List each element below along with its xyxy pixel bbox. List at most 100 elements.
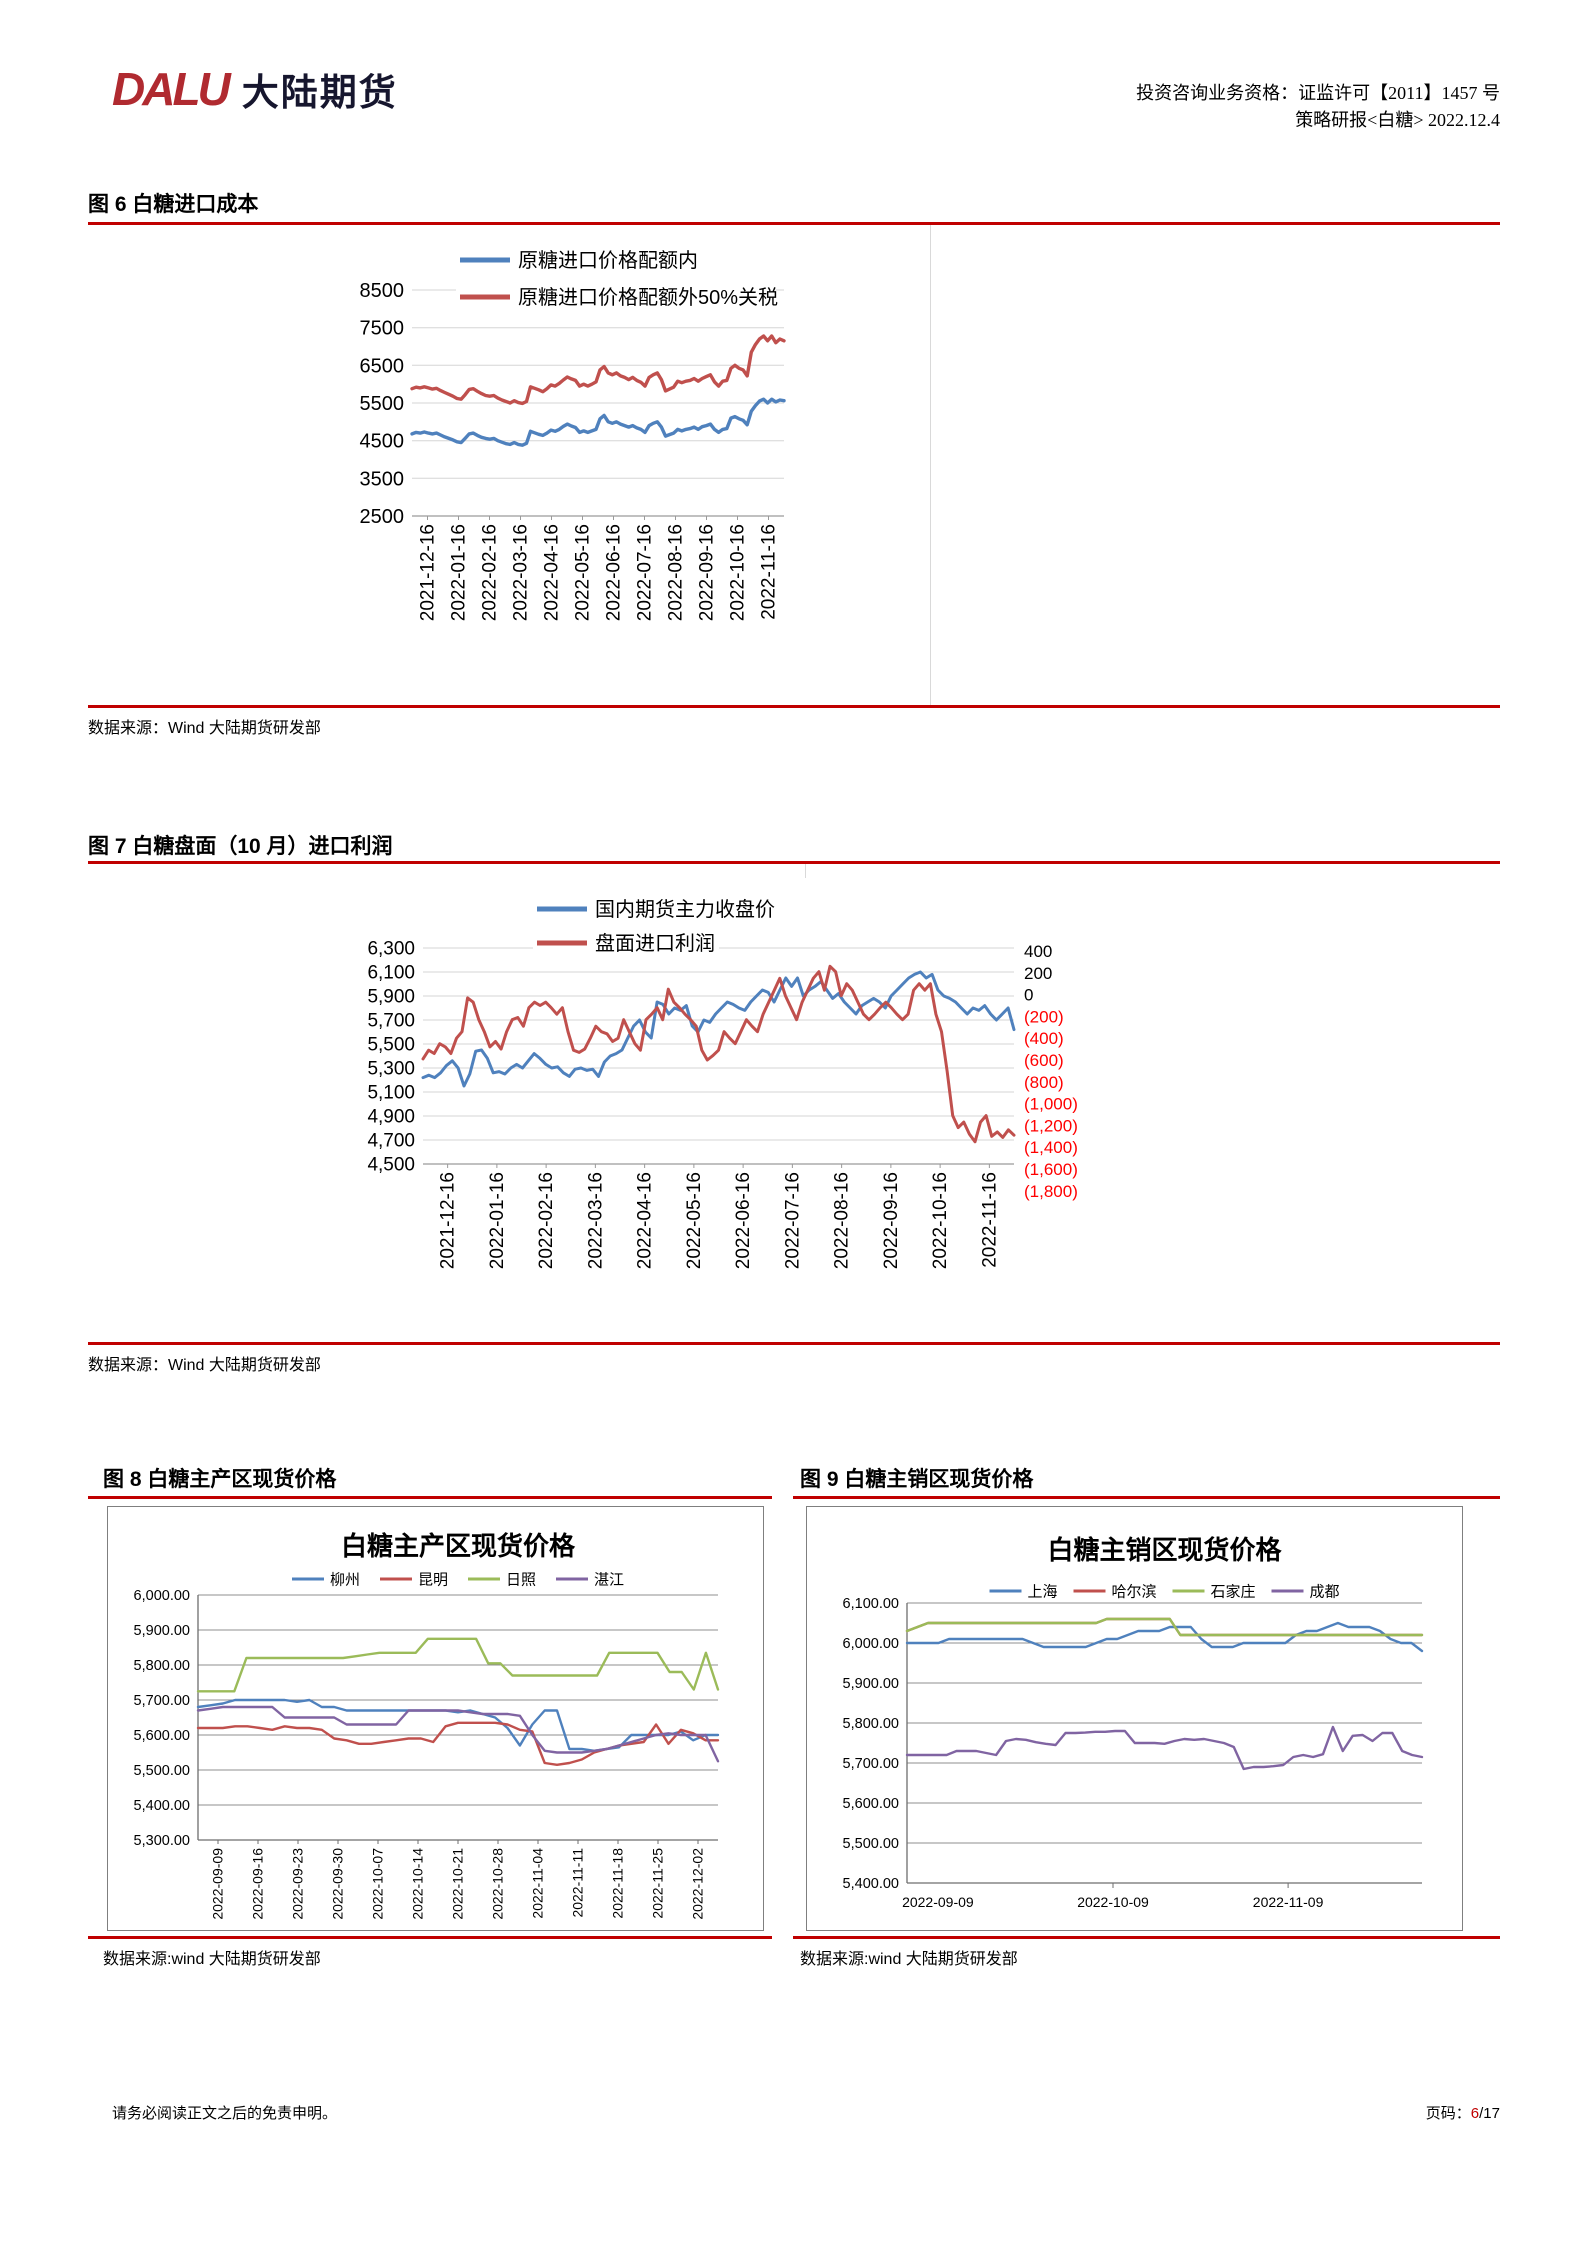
x-axis-tick-label: 2022-09-30 — [329, 1848, 345, 1920]
right-axis-tick-label: (800) — [1024, 1073, 1064, 1092]
chart-series-line — [421, 964, 1016, 1144]
y-axis-tick-label: 6,000.00 — [134, 1588, 190, 1604]
y-axis-tick-label: 4,500 — [367, 1155, 415, 1176]
right-axis-tick-label: (1,000) — [1024, 1095, 1078, 1114]
footer-disclaimer: 请务必阅读正文之后的免责申明。 — [112, 2105, 338, 2122]
x-axis-tick-label: 2022-06-16 — [733, 1172, 754, 1269]
right-axis-tick-label: 0 — [1024, 986, 1033, 1005]
rule-under-fig9-title — [793, 1496, 1500, 1499]
figure7-chart: 6,300 6,100 5,900 5,700 5,500 5,300 5,100 4,900… — [367, 894, 1078, 1269]
y-axis-tick-label: 5,400.00 — [843, 1876, 899, 1892]
y-axis-tick-label: 5,700.00 — [843, 1756, 899, 1772]
y-axis-tick-label: 5,300 — [367, 1059, 415, 1080]
chart-series-line — [196, 1721, 720, 1766]
y-axis-tick-label: 4500 — [360, 431, 405, 453]
right-axis-tick-label: (200) — [1024, 1007, 1064, 1026]
rule-under-fig7-title — [88, 861, 1500, 864]
company-name: 大陆期货 — [241, 72, 398, 113]
right-axis-tick-label: (1,600) — [1024, 1160, 1078, 1179]
page-number-current: 6 — [1470, 2105, 1480, 2122]
y-axis-tick-label: 5,700.00 — [134, 1693, 190, 1709]
x-axis-tick-label: 2022-11-11 — [569, 1848, 585, 1918]
right-axis-tick-label: 400 — [1024, 942, 1052, 961]
page-header-logo: DALU 大陆期货 — [112, 62, 398, 116]
x-axis-tick-label: 2022-10-14 — [409, 1848, 425, 1920]
y-axis-tick-label: 4,900 — [367, 1107, 415, 1128]
rule-under-fig7-chart — [88, 1342, 1500, 1345]
table-divider-fig6 — [930, 225, 931, 705]
y-axis-tick-label: 5,700 — [367, 1011, 415, 1032]
chart-series-line — [196, 1705, 720, 1763]
figure6-source: 数据来源：Wind 大陆期货研发部 — [88, 720, 321, 737]
right-axis-tick-label: (1,400) — [1024, 1138, 1078, 1157]
x-axis-tick-label: 2022-02-16 — [480, 524, 501, 621]
x-axis-tick-label: 2022-05-16 — [684, 1172, 705, 1269]
legend-item-label: 昆明 — [418, 1571, 448, 1588]
figure7-source: 数据来源：Wind 大陆期货研发部 — [88, 1357, 321, 1374]
x-axis-tick-label: 2022-11-04 — [529, 1848, 545, 1919]
report-info-line: 策略研报<白糖> 2022.12.4 — [1295, 110, 1500, 130]
x-axis-tick-label: 2022-08-16 — [832, 1172, 853, 1269]
y-axis-tick-label: 5,800.00 — [843, 1716, 899, 1732]
y-axis-tick-label: 5,100 — [367, 1083, 415, 1104]
page-number-label: 页码： — [1425, 2105, 1471, 2122]
y-axis-tick-label: 7500 — [360, 318, 405, 340]
y-axis-tick-label: 5,900.00 — [843, 1676, 899, 1692]
y-axis-tick-label: 5,500 — [367, 1035, 415, 1056]
x-axis-tick-label: 2022-12-02 — [689, 1848, 705, 1920]
legend-item-label: 哈尔滨 — [1112, 1583, 1157, 1600]
x-axis-tick-label: 2022-11-18 — [609, 1848, 625, 1919]
figure8-source: 数据来源:wind 大陆期货研发部 — [103, 1951, 321, 1968]
legend-item-label: 成都 — [1310, 1583, 1340, 1600]
y-axis-tick-label: 5,300.00 — [134, 1833, 190, 1849]
x-axis-tick-label: 2022-09-16 — [697, 524, 718, 621]
figure7-title: 图 7 白糖盘面（10 月）进口利润 — [88, 835, 393, 858]
legend-item-label: 原糖进口价格配额内 — [518, 249, 698, 272]
x-axis-tick-label: 2022-08-16 — [666, 524, 687, 621]
figure8-chart: 白糖主产区现货价格 6,000.00 5,900.00 5,800.00 5,700.0… — [134, 1531, 720, 1920]
figure8-title: 图 8 白糖主产区现货价格 — [103, 1468, 337, 1491]
legend-item-label: 湛江 — [594, 1571, 624, 1588]
x-axis-tick-label: 2022-07-16 — [782, 1172, 803, 1269]
legend-bg — [985, 1579, 1344, 1603]
y-axis-tick-label: 5500 — [360, 393, 405, 415]
chart-series-line — [196, 1698, 720, 1753]
x-axis-tick-label: 2022-03-16 — [511, 524, 532, 621]
figure9-title: 图 9 白糖主销区现货价格 — [800, 1468, 1034, 1491]
right-axis-tick-label: (400) — [1024, 1029, 1064, 1048]
chart-inner-title: 白糖主产区现货价格 — [341, 1531, 576, 1561]
y-axis-tick-label: 3500 — [360, 468, 405, 490]
legend-item-label: 日照 — [506, 1571, 536, 1588]
x-axis-tick-label: 2022-10-16 — [728, 524, 749, 621]
y-axis-tick-label: 5,400.00 — [134, 1798, 190, 1814]
rule-under-fig6-title — [88, 222, 1500, 225]
x-axis-tick-label: 2022-01-16 — [487, 1172, 508, 1269]
y-axis-tick-label: 5,900 — [367, 987, 415, 1008]
rule-under-fig9-chart — [793, 1936, 1500, 1939]
chart-series-line — [196, 1637, 720, 1693]
chart-series-line — [905, 1621, 1424, 1653]
x-axis-tick-label: 2022-11-16 — [979, 1172, 1000, 1268]
chart-series-line — [410, 397, 786, 447]
x-axis-tick-label: 2022-03-16 — [585, 1172, 606, 1269]
table-divider-fig7 — [805, 864, 806, 878]
y-axis-tick-label: 4,700 — [367, 1131, 415, 1152]
right-axis-tick-label: 200 — [1024, 964, 1052, 983]
x-axis-tick-label: 2021-12-16 — [418, 524, 439, 621]
right-axis-tick-label: (600) — [1024, 1051, 1064, 1070]
chart-series-line — [410, 334, 786, 406]
right-axis-tick-label: (1,800) — [1024, 1182, 1078, 1201]
legend-item-label: 上海 — [1028, 1583, 1058, 1600]
figure9-source: 数据来源:wind 大陆期货研发部 — [800, 1951, 1018, 1968]
x-axis-tick-label: 2022-04-16 — [542, 524, 563, 621]
y-axis-tick-label: 5,500.00 — [843, 1836, 899, 1852]
figure6-chart: 8500 7500 6500 5500 4500 3500 2500 2021-12-16 20… — [360, 245, 786, 621]
figure6-title: 图 6 白糖进口成本 — [88, 193, 259, 216]
y-axis-tick-label: 5,800.00 — [134, 1658, 190, 1674]
legend-item-label: 柳州 — [330, 1571, 360, 1588]
company-logo-icon: DALU — [112, 63, 231, 115]
chart-series-line — [905, 1725, 1424, 1771]
y-axis-tick-label: 2500 — [360, 506, 405, 528]
figure9-chart-frame: 白糖主销区现货价格 6,100.00 6,000.00 5,900.00 5,800.0… — [806, 1506, 1463, 1931]
